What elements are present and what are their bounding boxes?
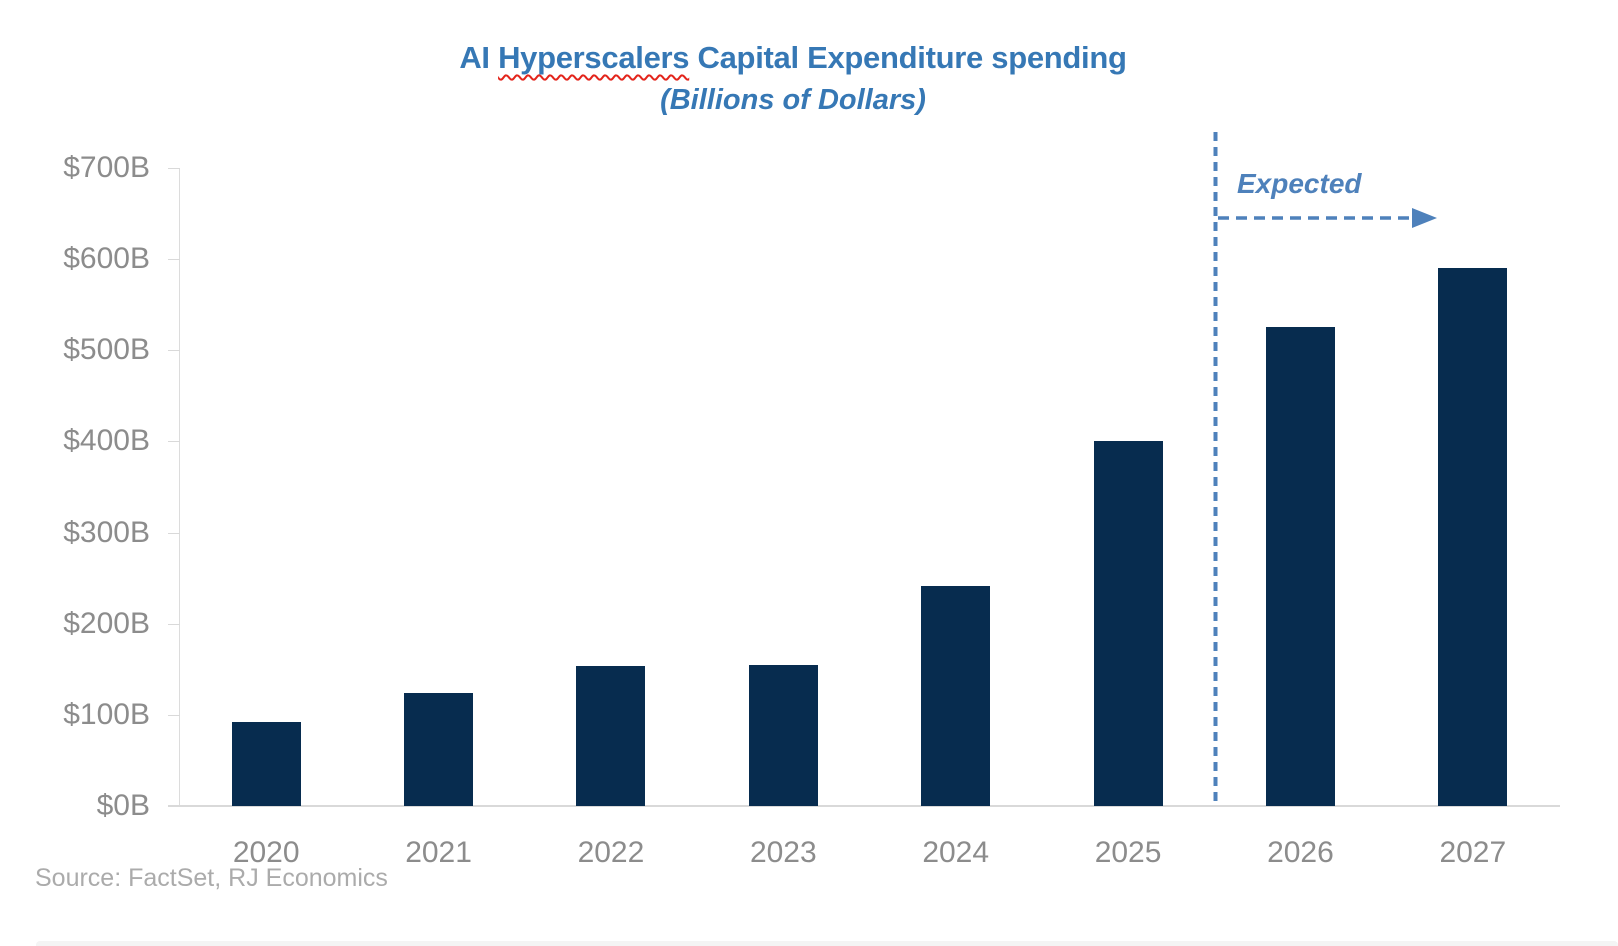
x-axis-label-2020: 2020 [232,836,300,869]
y-axis-tick-100 [168,714,180,716]
bar-2021 [404,692,474,806]
source-note: Source: FactSet, RJ Economics [35,864,388,892]
bar-2023 [748,664,818,806]
x-axis-label-2022: 2022 [577,836,645,869]
bar-2024 [921,586,991,806]
bar-2020 [231,722,301,806]
x-axis-label-2025: 2025 [1094,836,1162,869]
y-axis-tick-600 [168,259,180,261]
y-axis-label-200: $200B [63,606,150,640]
chart-title-misspelled-word: Hyperscalers [498,40,690,75]
y-axis-line [179,168,180,806]
y-axis-tick-500 [168,350,180,352]
bar-2022 [576,665,646,806]
y-axis-tick-700 [168,167,180,169]
bar-2027 [1438,268,1508,806]
y-axis-tick-200 [168,623,180,625]
y-axis-label-700: $700B [63,150,150,184]
y-axis-label-100: $100B [63,697,150,731]
y-axis-label-300: $300B [63,515,150,549]
x-axis-line [168,805,1560,807]
x-axis-label-2021: 2021 [405,836,472,869]
expected-label: Expected [1237,168,1362,199]
x-axis-label-2024: 2024 [922,836,990,869]
expected-arrow-head [1412,208,1437,228]
bottom-edge-strip [36,941,1618,946]
chart-subtitle: (Billions of Dollars) [660,84,926,116]
y-axis-label-400: $400B [63,424,150,458]
x-axis-label-2027: 2027 [1439,836,1507,869]
y-axis-label-600: $600B [63,242,150,276]
y-axis-tick-400 [168,441,180,443]
y-axis-tick-300 [168,532,180,534]
chart-title: AI Hyperscalers Capital Expenditure spen… [0,40,1586,76]
x-axis-label-2026: 2026 [1267,836,1334,869]
x-axis-label-2023: 2023 [749,836,817,869]
bar-2025 [1093,441,1163,806]
chart-title-part2: Capital Expenditure spending [689,40,1127,75]
bar-2026 [1265,327,1335,806]
y-axis-label-0: $0B [96,789,150,822]
chart-title-part1: AI [459,40,499,75]
y-axis-label-500: $500B [63,333,150,367]
